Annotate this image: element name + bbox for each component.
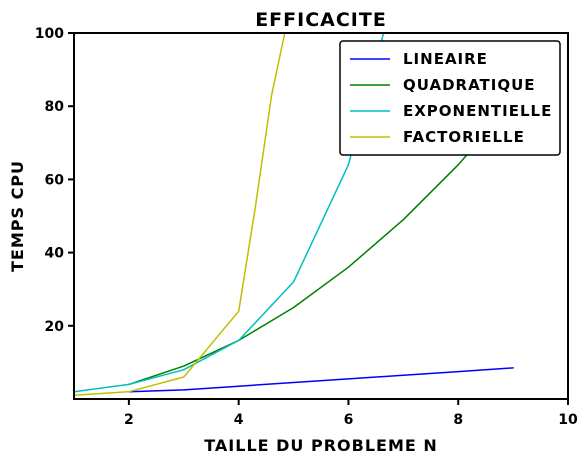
legend-items: LINEAIRE QUADRATIQUE EXPONENTIELLE FACTORIE… <box>350 50 552 146</box>
series-line-quadratique <box>128 101 514 386</box>
y-tick-label: 100 <box>35 26 64 42</box>
series-line-lineaire <box>128 367 514 393</box>
y-axis-label: TEMPS CPU <box>8 160 27 272</box>
y-tick-label: 40 <box>45 246 65 262</box>
legend-box <box>339 40 561 156</box>
chart-title: EFFICACITE <box>255 9 387 31</box>
x-tick-label: 8 <box>453 412 463 428</box>
legend-label-lineaire: LINEAIRE <box>403 50 488 68</box>
x-tick-label: 6 <box>344 412 354 428</box>
series-line-exponentielle <box>73 32 385 393</box>
plot-series <box>73 32 514 397</box>
y-tick-label: 80 <box>45 99 65 115</box>
x-tick-label: 10 <box>558 412 578 428</box>
series-line-factorielle <box>73 32 286 397</box>
plot-frame <box>73 32 569 400</box>
x-axis-ticks: 2 4 6 8 10 <box>124 399 578 428</box>
x-axis-label: TAILLE DU PROBLEME N <box>204 436 438 455</box>
legend-label-factorielle: FACTORIELLE <box>403 128 525 146</box>
x-tick-label: 4 <box>234 412 244 428</box>
y-tick-label: 60 <box>45 172 65 188</box>
y-tick-label: 20 <box>45 319 65 335</box>
x-tick-label: 2 <box>124 412 134 428</box>
legend-label-quadratique: QUADRATIQUE <box>403 76 536 94</box>
y-axis-ticks: 20 40 60 80 100 <box>35 26 74 335</box>
legend-label-exponentielle: EXPONENTIELLE <box>403 102 552 120</box>
legend: LINEAIRE QUADRATIQUE EXPONENTIELLE FACTORIE… <box>339 40 561 156</box>
